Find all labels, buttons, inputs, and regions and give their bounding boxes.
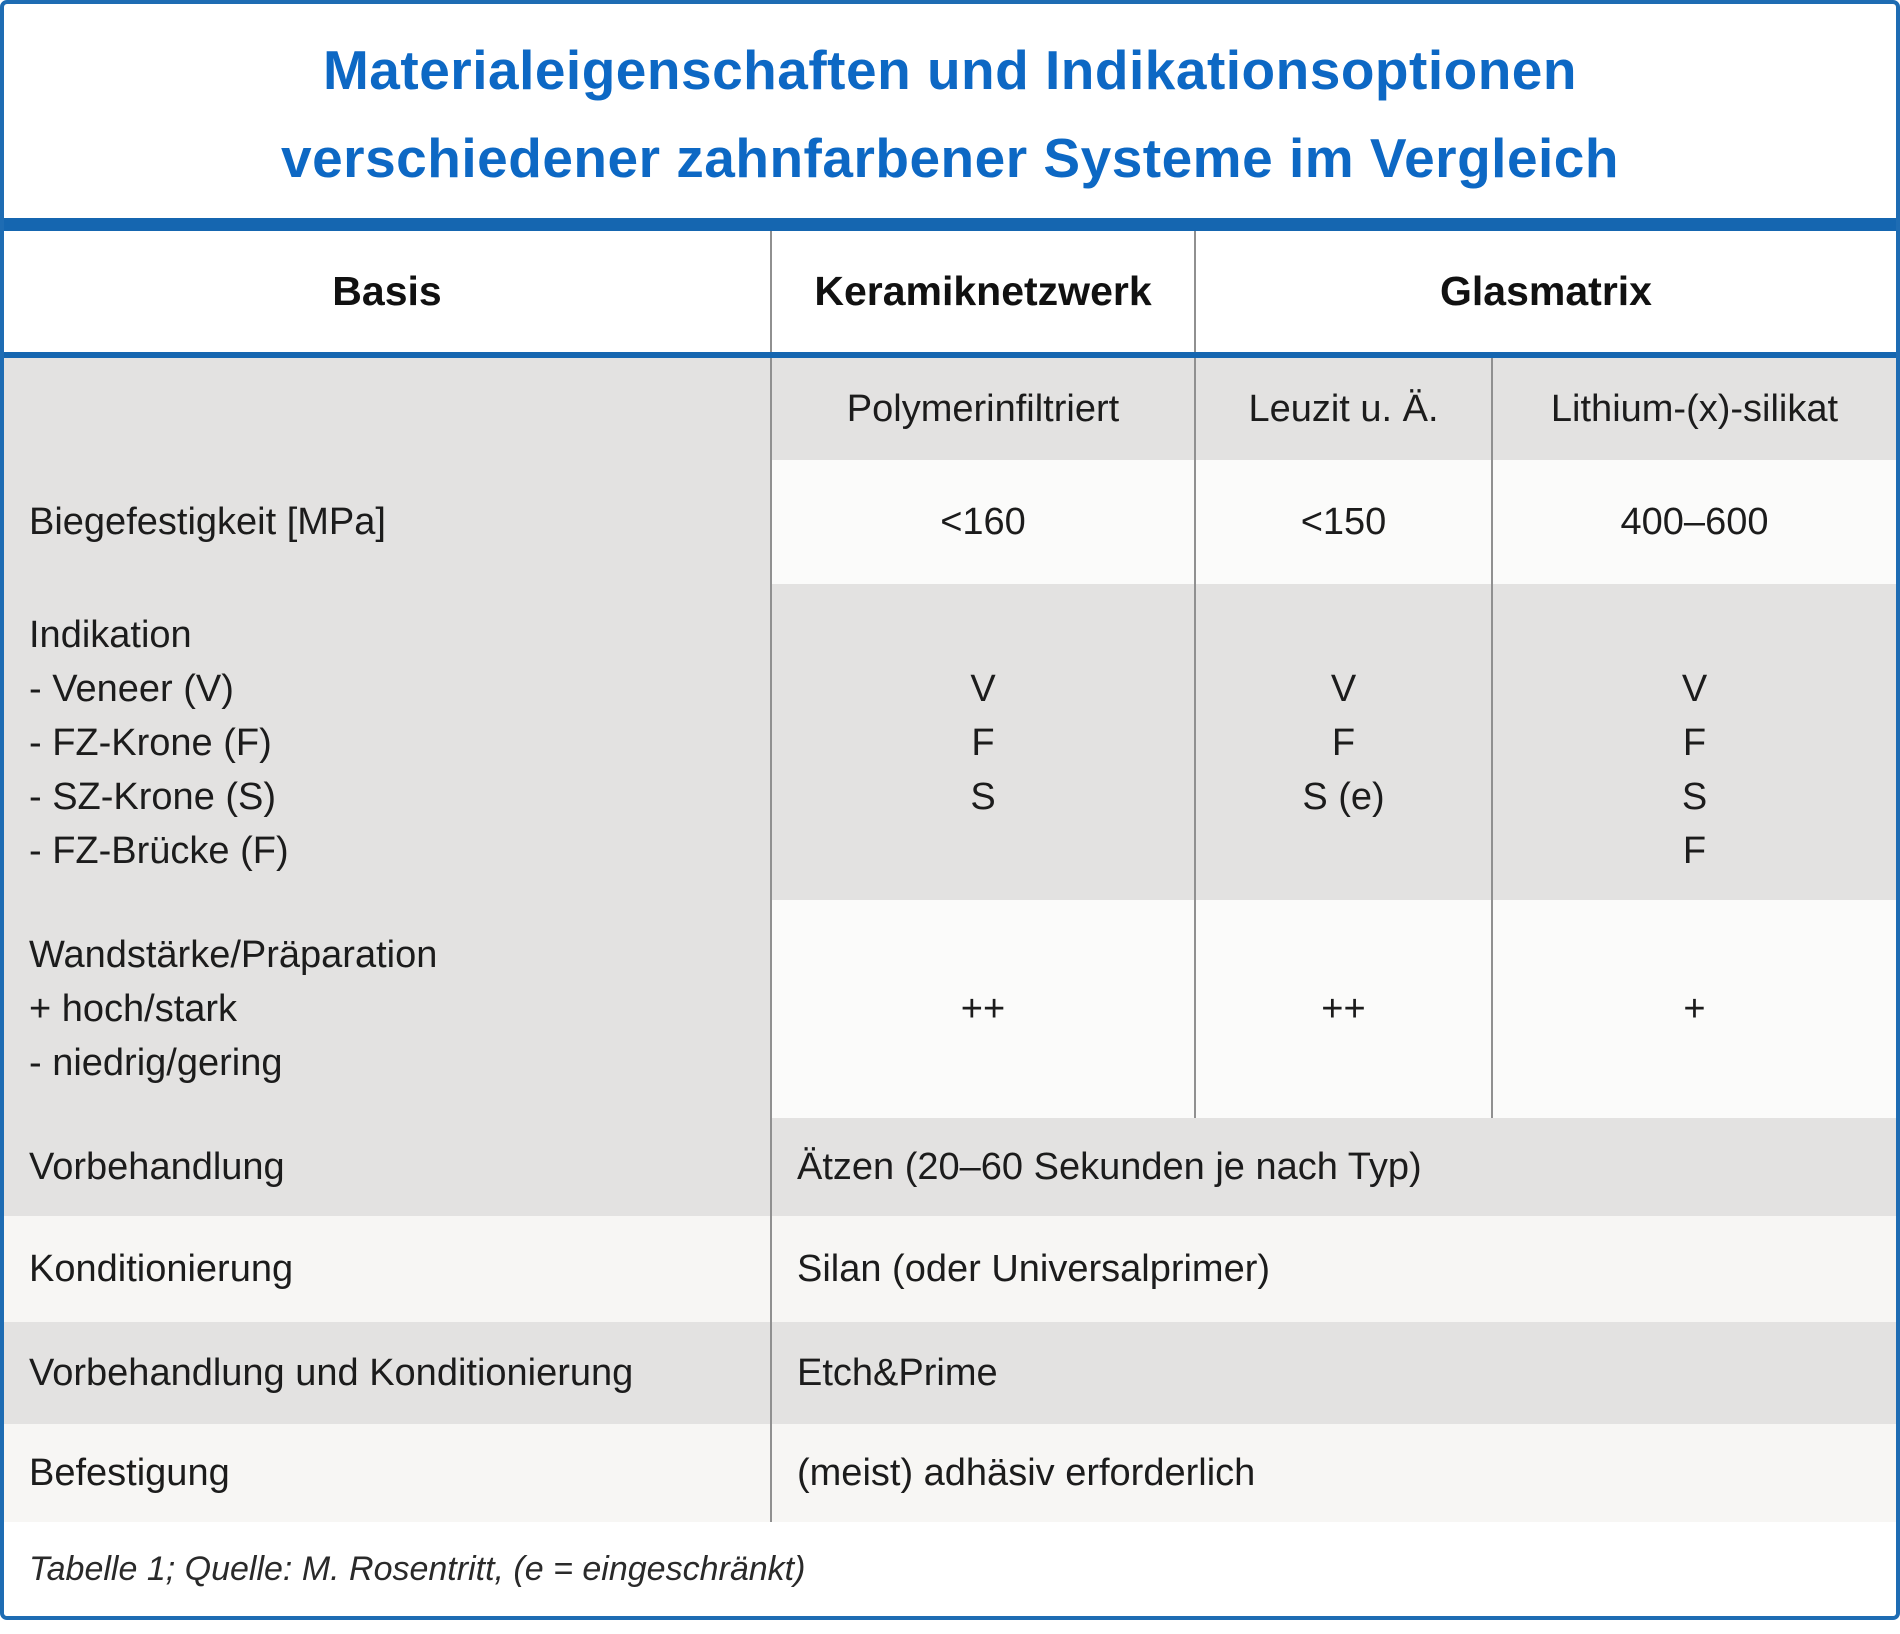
wandstaerke-label-line: - niedrig/gering [29,1042,283,1084]
row-biegefestigkeit: Biegefestigkeit [MPa] <160 <150 400–600 [4,460,1896,584]
indikation-value: F [1682,722,1707,764]
header-glasmatrix: Glasmatrix [1194,231,1896,352]
row-befestigung: Befestigung (meist) adhäsiv erforderlich [4,1424,1896,1522]
indikation-value: S [970,776,996,818]
befestigung-label: Befestigung [4,1424,770,1522]
biegefestigkeit-label: Biegefestigkeit [MPa] [4,460,770,584]
biegefestigkeit-leuzit-value: <150 [1194,460,1491,584]
wandstaerke-label: Wandstärke/Präparation + hoch/stark - ni… [4,900,770,1118]
indikation-label-line: - SZ-Krone (S) [29,776,277,818]
indikation-value: F [1331,722,1356,764]
indikation-value: V [1330,668,1357,710]
befestigung-value: (meist) adhäsiv erforderlich [770,1424,1896,1522]
row-vorbehandlung: Vorbehandlung Ätzen (20–60 Sekunden je n… [4,1118,1896,1216]
subheader-empty-cell [4,358,770,460]
indikation-value: S [1681,776,1708,818]
indikation-polymer-values: V F S [770,584,1194,900]
title-divider-bar [4,218,1896,231]
vorbehandlung-label: Vorbehandlung [4,1118,770,1216]
indikation-lithium-values: V F S F [1491,584,1896,900]
row-wandstaerke: Wandstärke/Präparation + hoch/stark - ni… [4,900,1896,1118]
row-vorbehandlung-und-konditionierung: Vorbehandlung und Konditionierung Etch&P… [4,1322,1896,1424]
subheader-lithium: Lithium-(x)-silikat [1491,358,1896,460]
indikation-label: Indikation - Veneer (V) - FZ-Krone (F) -… [4,584,770,900]
row-indikation: Indikation - Veneer (V) - FZ-Krone (F) -… [4,584,1896,900]
header-row: Basis Keramiknetzwerk Glasmatrix [4,231,1896,352]
table-footnote: Tabelle 1; Quelle: M. Rosentritt, (e = e… [4,1522,1896,1616]
header-divider-bar [4,352,1896,358]
wandstaerke-label-line: Wandstärke/Präparation [29,934,438,976]
table-title: Materialeigenschaften und Indikationsopt… [4,4,1896,218]
indikation-value: F [1682,830,1707,872]
indikation-value: V [1681,668,1708,710]
indikation-label-line: - FZ-Krone (F) [29,722,272,764]
subheader-row: Polymerinfiltriert Leuzit u. Ä. Lithium-… [4,358,1896,460]
wandstaerke-polymer-value: ++ [770,900,1194,1118]
vorbehandlung-und-konditionierung-label: Vorbehandlung und Konditionierung [4,1322,770,1424]
wandstaerke-lithium-value: + [1491,900,1896,1118]
wandstaerke-label-line: + hoch/stark [29,988,238,1030]
vorbehandlung-und-konditionierung-value: Etch&Prime [770,1322,1896,1424]
title-line-2: verschiedener zahnfarbener Systeme im Ve… [281,127,1619,189]
biegefestigkeit-lithium-value: 400–600 [1491,460,1896,584]
subheader-leuzit: Leuzit u. Ä. [1194,358,1491,460]
header-basis: Basis [332,268,442,314]
indikation-label-line: - Veneer (V) [29,668,234,710]
indikation-leuzit-values: V F S (e) [1194,584,1491,900]
vorbehandlung-value: Ätzen (20–60 Sekunden je nach Typ) [770,1118,1896,1216]
indikation-value: F [971,722,995,764]
title-line-1: Materialeigenschaften und Indikationsopt… [322,39,1577,101]
header-keramiknetzwerk: Keramiknetzwerk [770,231,1194,352]
konditionierung-label: Konditionierung [4,1216,770,1322]
indikation-label-line: Indikation [29,614,192,656]
indikation-label-line: - FZ-Brücke (F) [29,830,289,872]
subheader-polymerinfiltriert: Polymerinfiltriert [770,358,1194,460]
biegefestigkeit-polymer-value: <160 [770,460,1194,584]
indikation-value: V [970,668,996,710]
wandstaerke-leuzit-value: ++ [1194,900,1491,1118]
konditionierung-value: Silan (oder Universalprimer) [770,1216,1896,1322]
row-konditionierung: Konditionierung Silan (oder Universalpri… [4,1216,1896,1322]
indikation-value: S (e) [1302,776,1385,818]
